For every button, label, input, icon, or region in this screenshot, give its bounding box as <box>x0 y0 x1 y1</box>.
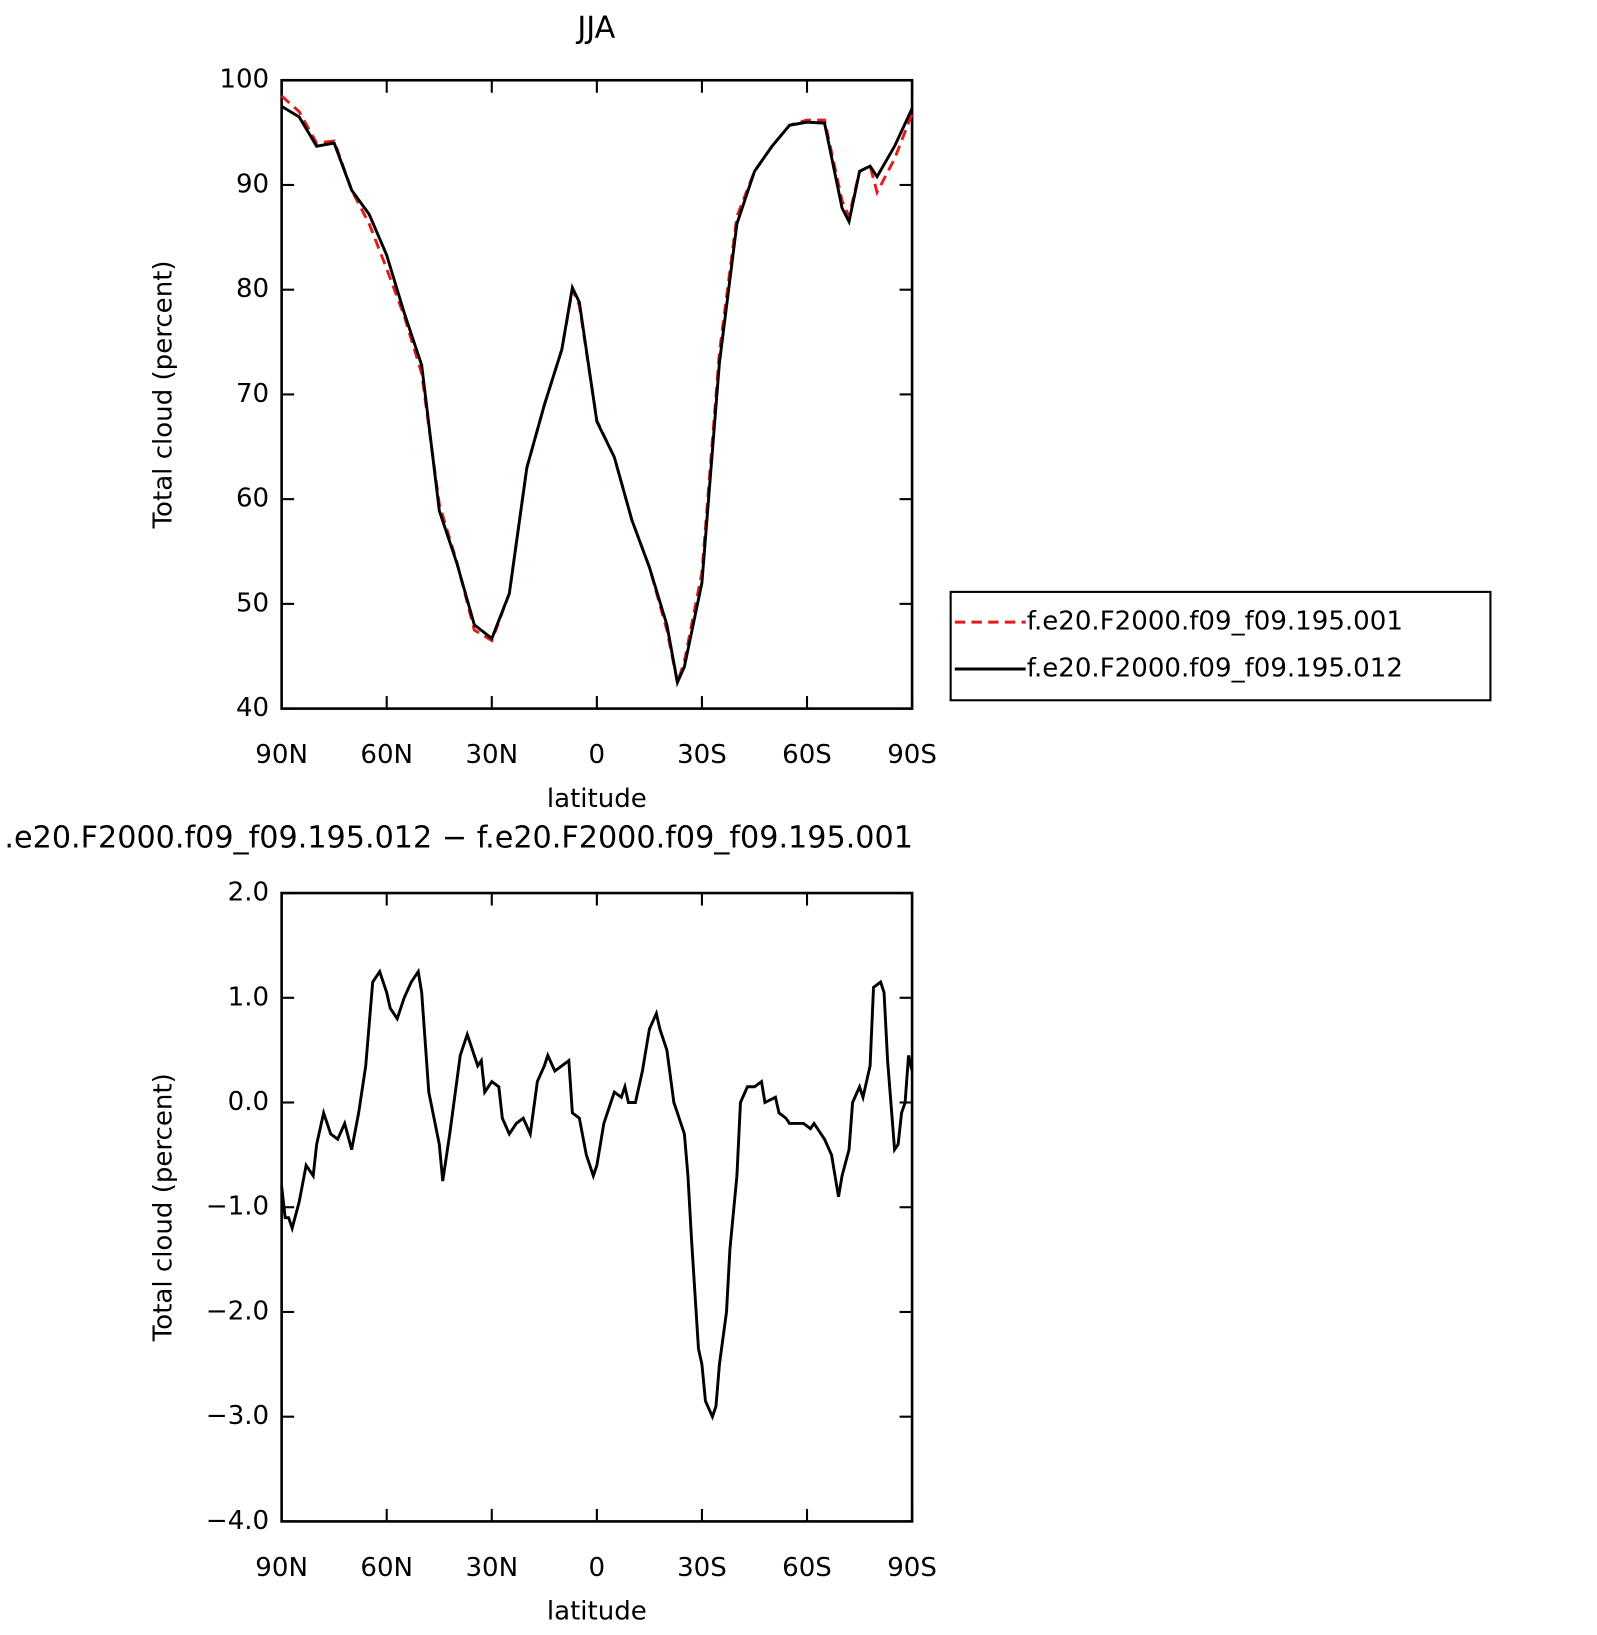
y-tick-label: 100 <box>219 65 269 95</box>
x-tick-label: 30S <box>677 740 727 770</box>
x-tick-label: 90S <box>887 740 937 770</box>
chart-title: .e20.F2000.f09_f09.195.012 − f.e20.F2000… <box>4 820 913 855</box>
y-axis-label: Total cloud (percent) <box>148 260 178 529</box>
series-line <box>280 105 914 688</box>
y-tick-label: 40 <box>236 693 269 723</box>
x-tick-label: 30N <box>465 740 518 770</box>
x-tick-label: 30S <box>677 1553 727 1583</box>
y-tick-label: −4.0 <box>206 1506 269 1536</box>
series-line <box>280 94 914 689</box>
y-tick-label: −2.0 <box>206 1296 269 1326</box>
x-tick-label: 90N <box>255 740 308 770</box>
x-axis-label: latitude <box>547 784 647 814</box>
legend-label: f.e20.F2000.f09_f09.195.001 <box>1027 607 1403 637</box>
x-tick-label: 90N <box>255 1553 308 1583</box>
legend-label: f.e20.F2000.f09_f09.195.012 <box>1027 654 1403 684</box>
y-axis-label: Total cloud (percent) <box>148 1073 178 1342</box>
chart-title: JJA <box>575 11 615 46</box>
y-tick-label: −3.0 <box>206 1401 269 1431</box>
y-tick-label: −1.0 <box>206 1192 269 1222</box>
y-tick-label: 50 <box>236 588 269 618</box>
y-tick-label: 80 <box>236 274 269 304</box>
x-tick-label: 90S <box>887 1553 937 1583</box>
y-tick-label: 90 <box>236 169 269 199</box>
x-axis-label: latitude <box>547 1597 647 1627</box>
x-tick-label: 0 <box>589 740 606 770</box>
x-tick-label: 60N <box>360 1553 413 1583</box>
series-line <box>280 967 914 1421</box>
y-tick-label: 1.0 <box>228 982 269 1012</box>
x-tick-label: 0 <box>589 1553 606 1583</box>
legend-box <box>949 590 1492 702</box>
x-tick-label: 60S <box>782 1553 832 1583</box>
x-tick-label: 60S <box>782 740 832 770</box>
x-tick-label: 30N <box>465 1553 518 1583</box>
y-tick-label: 70 <box>236 379 269 409</box>
y-tick-label: 2.0 <box>228 878 269 908</box>
plot-frame <box>280 891 914 1523</box>
y-tick-label: 0.0 <box>228 1087 269 1117</box>
plot-frame <box>280 78 914 710</box>
y-tick-label: 60 <box>236 484 269 514</box>
x-tick-label: 60N <box>360 740 413 770</box>
